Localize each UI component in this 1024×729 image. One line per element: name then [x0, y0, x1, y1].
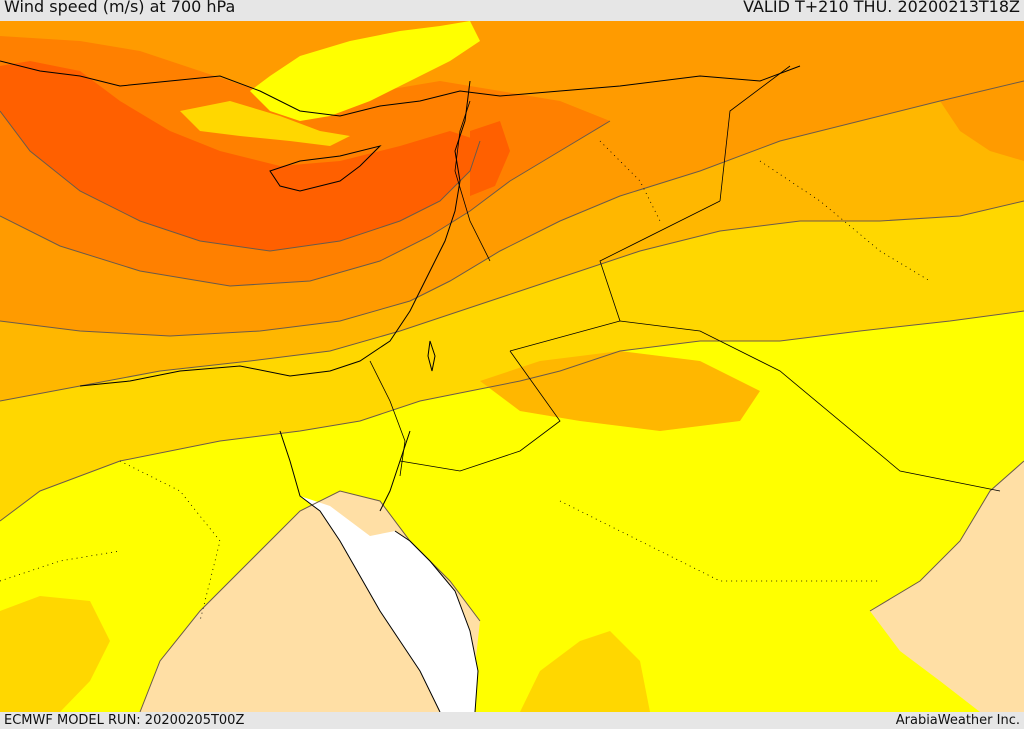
map-title: Wind speed (m/s) at 700 hPa	[4, 0, 236, 16]
internal-borders	[0, 140, 931, 622]
map-footer: ECMWF MODEL RUN: 20200205T00Z ArabiaWeat…	[0, 712, 1024, 729]
band-orange-patch-ne	[930, 21, 1024, 161]
band-light-streak	[250, 21, 480, 121]
border-line	[369, 360, 406, 477]
band-gold-streak	[180, 101, 350, 146]
contour-line	[0, 110, 481, 252]
border-line	[719, 65, 791, 202]
band-gold-patch-sw	[0, 596, 110, 712]
coastlines	[0, 60, 801, 712]
map-header: Wind speed (m/s) at 700 hPa VALID T+210 …	[0, 0, 1024, 21]
credit-label: ArabiaWeather Inc.	[895, 713, 1020, 728]
band-red-orange	[0, 61, 480, 251]
border-line	[399, 350, 561, 472]
coastline-turkey	[0, 60, 801, 117]
border-line	[559, 500, 880, 582]
contour-line	[0, 310, 1024, 522]
border-line	[619, 320, 1001, 492]
contour-line	[869, 460, 1024, 612]
border-line	[454, 100, 491, 262]
coastline-red-sea-west	[279, 430, 441, 712]
band-gold-patch-s	[520, 631, 650, 712]
coastline-red-sea-east	[394, 530, 479, 712]
calm-region-east	[870, 461, 1024, 712]
wind-speed-map	[0, 21, 1024, 712]
coastline-mediterranean	[79, 80, 471, 387]
contour-line	[0, 200, 1024, 402]
borders	[369, 65, 1001, 492]
contour-line	[0, 120, 611, 287]
coastline-dead-sea	[427, 340, 436, 372]
band-red-orange-patch	[470, 121, 510, 196]
band-amber-patch-center	[480, 351, 760, 431]
model-run-label: ECMWF MODEL RUN: 20200205T00Z	[4, 713, 245, 728]
valid-time-label: VALID T+210 THU. 20200213T18Z	[743, 0, 1020, 16]
contour-lines	[0, 80, 1024, 712]
contour-line	[0, 80, 1024, 337]
coastline-gulf-aqaba	[379, 430, 411, 512]
map-canvas	[0, 21, 1024, 712]
border-line	[509, 200, 721, 352]
coastline-cyprus	[269, 145, 382, 192]
red-sea	[300, 496, 478, 712]
